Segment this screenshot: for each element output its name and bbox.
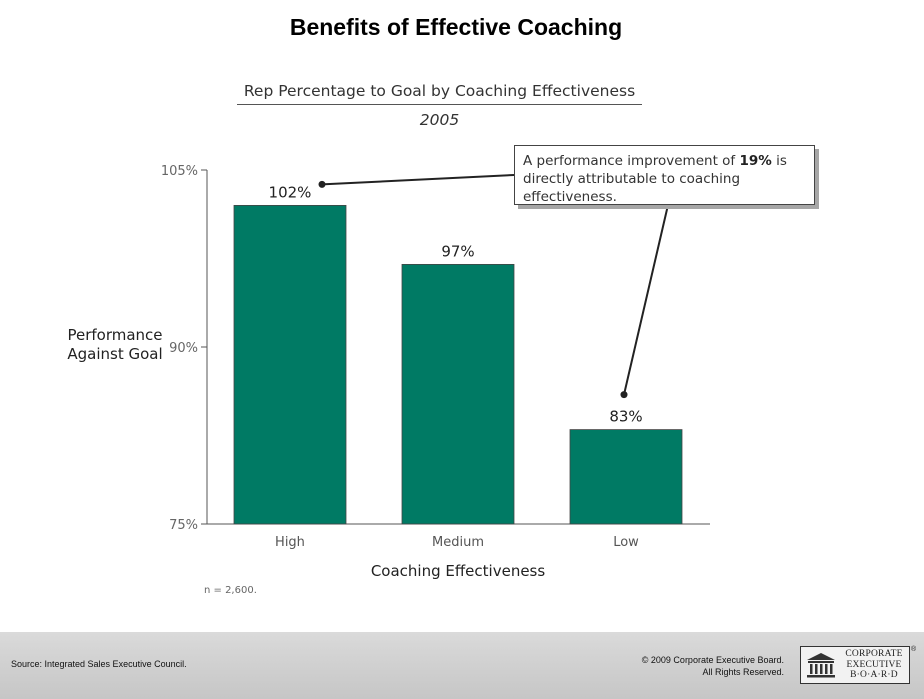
footer-bar: Source: Integrated Sales Executive Counc… [0, 632, 924, 699]
callout-box: A performance improvement of 19% is dire… [514, 145, 815, 205]
sample-size-note: n = 2,600. [204, 585, 257, 596]
callout-leader-low [623, 204, 669, 395]
x-tick-label: Low [613, 535, 639, 550]
y-axis-label-line: Against Goal [67, 345, 162, 363]
x-axis-label: Coaching Effectiveness [371, 562, 546, 580]
building-icon [807, 653, 835, 678]
bar-low [569, 429, 683, 525]
bar-high [233, 204, 347, 525]
bar-medium [401, 263, 515, 525]
y-tick-label: 90% [169, 341, 198, 356]
callout-text-after: is directly attributable to coaching eff… [523, 153, 787, 205]
rights-line: All Rights Reserved. [702, 667, 784, 677]
x-tick-label: High [275, 535, 305, 550]
bar-value-label: 102% [269, 183, 312, 201]
chart-title-rule [237, 104, 642, 105]
callout-highlight: 19% [739, 153, 772, 169]
bar-value-label: 83% [609, 408, 642, 426]
callout-dot-low [620, 391, 628, 399]
logo-line-1: CORPORATE [845, 649, 903, 659]
bar-value-label: 97% [441, 242, 474, 260]
logo-line-2: EXECUTIVE [846, 659, 902, 670]
callout-dot-high [318, 180, 326, 188]
logo-line-3: B·O·A·R·D [850, 670, 898, 680]
registered-mark: ® [911, 646, 917, 653]
footer-copyright: © 2009 Corporate Executive Board. All Ri… [642, 654, 784, 678]
logo-text: CORPORATE EXECUTIVE B·O·A·R·D [841, 649, 907, 681]
company-logo: CORPORATE EXECUTIVE B·O·A·R·D [800, 646, 910, 684]
chart-subtitle: 2005 [419, 111, 460, 129]
chart-title: Rep Percentage to Goal by Coaching Effec… [243, 82, 636, 100]
page-title: Benefits of Effective Coaching [289, 14, 623, 40]
copyright-line: © 2009 Corporate Executive Board. [641, 655, 784, 665]
callout-text-before: A performance improvement of [523, 153, 740, 169]
x-tick-label: Medium [432, 535, 484, 550]
y-tick-label: 75% [169, 518, 198, 533]
footer-source: Source: Integrated Sales Executive Counc… [11, 659, 187, 669]
y-tick-label: 105% [161, 164, 198, 179]
y-axis-label-line: Performance [67, 326, 162, 344]
callout-leader-high [321, 174, 515, 186]
